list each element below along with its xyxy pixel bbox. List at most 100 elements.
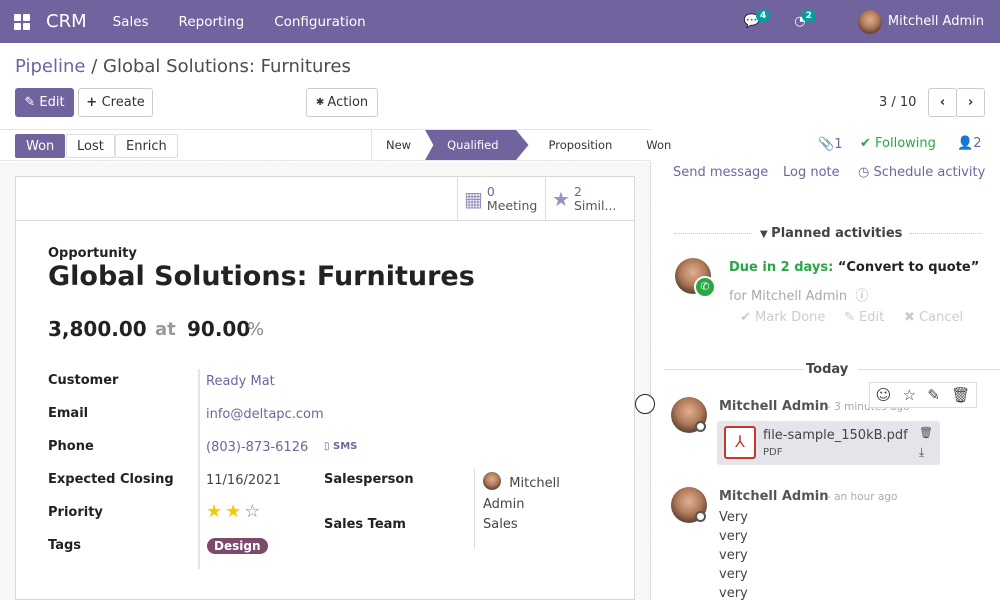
gear-icon: ✱ [315,97,328,108]
pencil-icon: ✎ [24,95,40,110]
mobile-icon: ▯ [324,441,330,452]
messages-button[interactable]: 💬4 [744,10,774,29]
attachments-button[interactable]: 📎1 [818,137,842,152]
planned-activities-toggle[interactable]: ▼ Planned activities [760,226,902,241]
stage-proposition[interactable]: Proposition [548,138,613,152]
followers-button[interactable]: 👤2 [957,136,981,151]
action-button[interactable]: ✱ Action [306,88,378,117]
user-icon: 👤 [957,136,974,151]
message-line: Very [719,510,748,525]
menu-reporting[interactable]: Reporting [178,13,245,30]
priority-star-icon[interactable]: ★ [225,501,242,522]
activity-summary[interactable]: Due in 2 days: “Convert to quote” [729,260,979,275]
message-line: very [719,567,748,582]
message-author[interactable]: Mitchell Admin [719,489,829,504]
similar-label: Simil... [573,197,617,213]
priority-star-icon[interactable]: ★ [206,501,223,522]
create-label: Create [101,95,145,110]
clock-icon: ◔ [794,14,806,29]
team-label: Sales Team [324,517,406,532]
log-note-button[interactable]: Log note [783,165,840,180]
pager-next[interactable]: › [956,88,985,117]
salesperson-first: Mitchell [509,476,560,491]
email-label: Email [48,406,89,421]
info-icon[interactable]: ⓘ [855,289,869,304]
menu-configuration[interactable]: Configuration [274,13,366,30]
message-author[interactable]: Mitchell Admin [719,399,829,414]
activities-badge: 2 [801,10,816,22]
customer-link[interactable]: Ready Mat [206,374,275,389]
meeting-smart-button[interactable]: ▦ 0 Meeting [457,177,545,220]
closing-label: Expected Closing [48,472,174,487]
record-title[interactable]: Global Solutions: Furnitures [48,261,475,292]
chevron-left-icon: ‹ [939,95,946,110]
send-message-button[interactable]: Send message [673,165,769,180]
activity-due: Due in 2 days: [729,260,834,275]
enrich-button[interactable]: Enrich [115,134,178,158]
priority-star-icon[interactable]: ☆ [244,501,261,522]
emoji-icon[interactable]: ☺ [875,386,892,404]
lost-button[interactable]: Lost [66,134,115,158]
activity-edit-label: Edit [859,310,885,325]
won-button[interactable]: Won [15,134,66,158]
activities-button[interactable]: ◔2 [794,10,820,29]
pencil-icon[interactable]: ✎ [927,386,940,404]
chatter-panel: 📎1 ✔ Following 👤2 Send message Log note … [652,129,1000,601]
stage-qualified[interactable]: Qualified [425,130,529,160]
attachment-delete-icon[interactable]: 🗑 [919,426,933,439]
breadcrumb-pipeline[interactable]: Pipeline [15,56,86,77]
star-icon: ★ [552,186,570,211]
planned-label: Planned activities [771,226,903,241]
priority-stars[interactable]: ★ ★ ☆ [206,501,263,522]
following-button[interactable]: ✔ Following [860,136,936,151]
similar-smart-button[interactable]: ★ 2 Simil... [545,177,635,220]
trash-icon[interactable]: 🗑 [951,386,971,404]
attachments-count: 1 [834,137,843,152]
user-menu[interactable]: Mitchell Admin [857,9,984,34]
pager-previous[interactable]: ‹ [928,88,957,117]
app-brand[interactable]: CRM [46,11,87,32]
chevron-right-icon: › [967,95,974,110]
apps-menu-icon[interactable] [14,13,30,30]
attachment-card[interactable]: ⅄ file-sample_150kB.pdf PDF 🗑 ⤓ [717,421,940,465]
message-actions: ☺ ☆ ✎ 🗑 [869,382,977,408]
message-time: - an hour ago [827,491,898,503]
messages-badge: 4 [756,10,771,22]
stage-new[interactable]: New [386,138,412,152]
menu-sales[interactable]: Sales [112,13,149,30]
star-icon[interactable]: ☆ [902,386,917,404]
sms-button[interactable]: ▯ SMS [324,441,357,452]
record-type-label: Opportunity [48,246,137,261]
salesperson-value[interactable]: Mitchell Admin [483,472,560,515]
schedule-activity-button[interactable]: ◷ Schedule activity [858,165,985,180]
team-value[interactable]: Sales [483,517,518,532]
create-button[interactable]: + Create [78,88,153,117]
email-link[interactable]: info@deltapc.com [206,407,324,422]
pager-value: 3 / 10 [879,95,917,110]
activity-cancel-button[interactable]: ✖ Cancel [904,310,964,325]
avatar [857,9,882,34]
meeting-label: Meeting [486,197,538,213]
tag-design[interactable]: Design [207,538,268,554]
phone-link[interactable]: (803)-873-6126 [206,440,309,455]
activity-edit-button[interactable]: ✎ Edit [844,310,885,325]
activity-title: “Convert to quote” [837,260,980,275]
download-icon[interactable]: ⤓ [919,445,925,459]
mouse-cursor [635,394,655,414]
salesperson-label: Salesperson [324,472,414,487]
closing-date[interactable]: 11/16/2021 [206,473,281,488]
mark-done-button[interactable]: ✔ Mark Done [740,310,826,325]
message-line: very [719,586,748,601]
stage-won[interactable]: Won [646,138,672,152]
activity-cancel-label: Cancel [919,310,964,325]
edit-label: Edit [39,95,65,110]
probability[interactable]: 90.00 [187,317,251,341]
stage-pipeline: New Qualified Proposition Won [371,130,685,160]
statusbar: Won Lost Enrich New Qualified Propositio… [0,129,671,161]
edit-button[interactable]: ✎ Edit [15,88,74,117]
action-label: Action [327,95,369,110]
top-navbar: CRM Sales Reporting Configuration 💬4 ◔2 … [0,0,1000,43]
expected-revenue[interactable]: 3,800.00 [48,317,147,341]
activity-for: for Mitchell Admin [729,289,848,304]
activity-assignee: for Mitchell Admin ⓘ [729,285,868,304]
